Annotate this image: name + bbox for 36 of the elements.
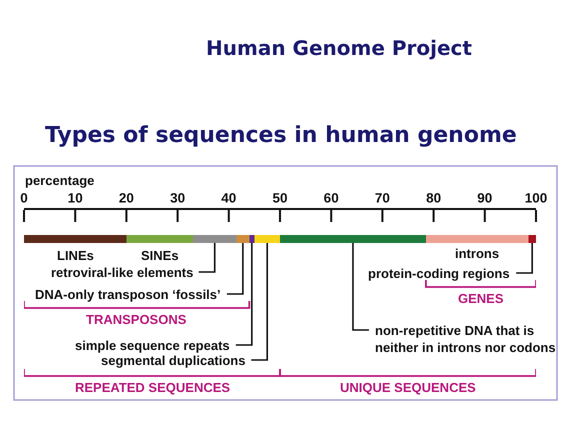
x-tick-label: 0 (20, 190, 28, 206)
text: REPEATED SEQUENCES (75, 380, 230, 395)
x-tick-label: 10 (68, 190, 83, 206)
series-label: retroviral-like elements (51, 265, 194, 280)
bar (24, 235, 126, 243)
bar (249, 235, 254, 243)
text: DNA-only transposon ‘fossils’ (35, 287, 221, 302)
x-tick-label: 50 (272, 190, 288, 206)
x-tick-label: 80 (426, 190, 442, 206)
bar (126, 235, 193, 243)
text: TRANSPOSONS (86, 312, 187, 327)
bar (280, 235, 426, 243)
bar (254, 235, 280, 243)
text: protein-coding regions (368, 266, 510, 281)
chart-title: Human Genome Project (206, 36, 472, 60)
text: segmental duplications (101, 353, 246, 368)
x-axis-title: percentage (25, 173, 94, 188)
bar (528, 235, 536, 243)
x-tick-label: 70 (374, 190, 390, 206)
series-label: SINEs (141, 248, 179, 263)
x-tick-label: 20 (118, 190, 134, 206)
text: simple sequence repeats (75, 338, 230, 353)
text: GENES (458, 291, 504, 306)
x-tick-label: 40 (221, 190, 236, 206)
x-tick-label: 30 (170, 190, 186, 206)
x-tick-label: 100 (524, 190, 548, 206)
bar (236, 235, 250, 243)
x-tick-label: 60 (324, 190, 339, 206)
bar (192, 235, 236, 243)
bar (426, 235, 528, 243)
series-label: introns (455, 246, 500, 261)
text: non-repetitive DNA that is neither in introns nor codons (375, 323, 556, 355)
x-tick-label: 90 (477, 190, 492, 206)
series-label: LINEs (57, 248, 94, 263)
text: UNIQUE SEQUENCES (340, 380, 476, 395)
chart-subtitle: Types of sequences in human genome (45, 123, 517, 148)
